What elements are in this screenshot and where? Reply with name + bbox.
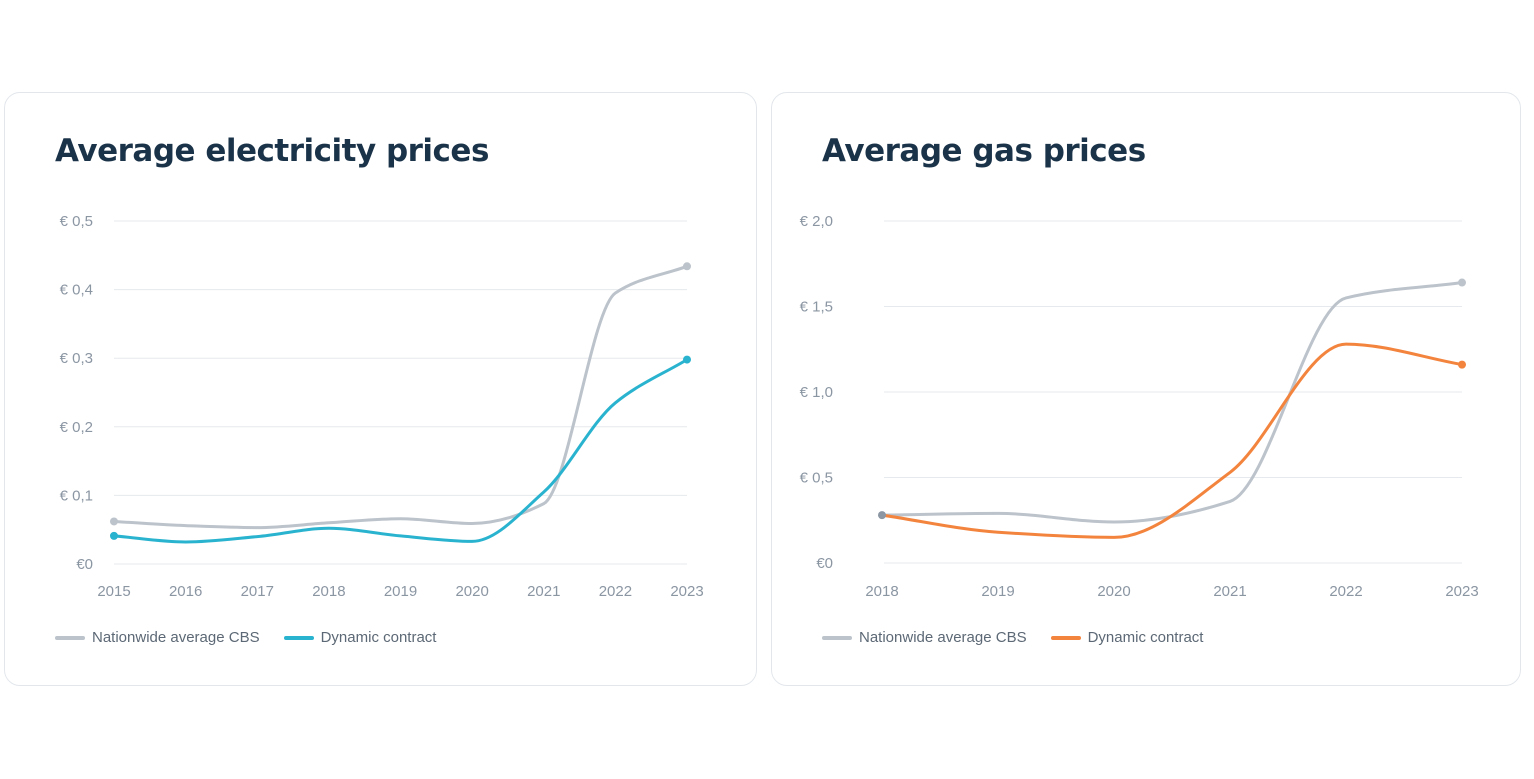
series-start-point bbox=[110, 517, 118, 526]
y-tick-label: € 2,0 bbox=[800, 213, 833, 230]
legend-item-dynamic: Dynamic contract bbox=[283, 629, 437, 646]
series-end-point bbox=[1458, 278, 1466, 287]
legend-swatch-nationwide bbox=[822, 635, 852, 640]
series-start-point bbox=[878, 511, 886, 520]
gas-chart: €0 € 0,5 € 1,0 € 1,5 € 2,0 2018 2019 2020 2021 20… bbox=[800, 213, 1479, 600]
y-tick-label: € 1,0 bbox=[800, 384, 833, 401]
legend-item-nationwide: Nationwide average CBS bbox=[822, 629, 1027, 646]
legend-label-nationwide: Nationwide average CBS bbox=[859, 629, 1027, 646]
series-line-dynamic bbox=[112, 358, 689, 544]
x-tick-label: 2021 bbox=[527, 583, 560, 600]
y-tick-label: € 0,5 bbox=[60, 213, 93, 230]
electricity-legend: Nationwide average CBS Dynamic contract bbox=[55, 629, 436, 646]
y-tick-label: € 0,2 bbox=[60, 419, 93, 436]
y-tick-label: € 0,4 bbox=[60, 282, 93, 299]
x-tick-label: 2016 bbox=[169, 583, 202, 600]
series-start-point bbox=[110, 531, 118, 540]
series-end-point bbox=[683, 262, 691, 271]
x-tick-label: 2020 bbox=[455, 583, 488, 600]
legend-item-nationwide: Nationwide average CBS bbox=[55, 629, 260, 646]
y-tick-label: € 0,1 bbox=[60, 487, 93, 504]
x-tick-label: 2020 bbox=[1097, 583, 1130, 600]
electricity-chart-card: Average electricity prices €0 € 0,1 € 0,2 €… bbox=[4, 92, 757, 686]
legend-swatch-nationwide bbox=[55, 635, 85, 640]
y-tick-label: € 0,3 bbox=[60, 350, 93, 367]
y-tick-label: € 1,5 bbox=[800, 299, 833, 316]
legend-item-dynamic: Dynamic contract bbox=[1050, 629, 1204, 646]
legend-swatch-dynamic bbox=[283, 635, 314, 640]
x-tick-label: 2018 bbox=[312, 583, 345, 600]
x-tick-label: 2019 bbox=[384, 583, 417, 600]
electricity-chart: €0 € 0,1 € 0,2 € 0,3 € 0,4 € 0,5 2015 2016 2017 2… bbox=[60, 213, 704, 600]
legend-label-dynamic: Dynamic contract bbox=[320, 629, 437, 646]
x-tick-label: 2022 bbox=[1329, 583, 1362, 600]
legend-label-dynamic: Dynamic contract bbox=[1087, 629, 1204, 646]
legend-label-nationwide: Nationwide average CBS bbox=[92, 629, 260, 646]
x-tick-label: 2018 bbox=[865, 583, 898, 600]
y-tick-label: € 0,5 bbox=[800, 470, 833, 487]
x-tick-label: 2019 bbox=[981, 583, 1014, 600]
y-tick-label: €0 bbox=[76, 556, 93, 573]
x-tick-label: 2023 bbox=[1445, 583, 1478, 600]
series-line-nationwide bbox=[880, 281, 1464, 524]
x-tick-label: 2022 bbox=[599, 583, 632, 600]
x-tick-label: 2017 bbox=[241, 583, 274, 600]
gas-legend: Nationwide average CBS Dynamic contract bbox=[822, 629, 1203, 646]
x-tick-label: 2015 bbox=[97, 583, 130, 600]
y-tick-label: €0 bbox=[816, 555, 833, 572]
legend-swatch-dynamic bbox=[1050, 635, 1081, 640]
electricity-chart-title: Average electricity prices bbox=[55, 133, 489, 169]
x-tick-label: 2021 bbox=[1213, 583, 1246, 600]
x-tick-label: 2023 bbox=[670, 583, 703, 600]
series-line-nationwide bbox=[112, 264, 689, 530]
series-end-point bbox=[683, 355, 691, 364]
gas-chart-title: Average gas prices bbox=[822, 133, 1146, 169]
series-line-dynamic bbox=[880, 342, 1464, 539]
gas-chart-card: Average gas prices €0 € 0,5 € 1,0 € 1,5 € 2,… bbox=[771, 92, 1521, 686]
series-end-point bbox=[1458, 360, 1466, 369]
